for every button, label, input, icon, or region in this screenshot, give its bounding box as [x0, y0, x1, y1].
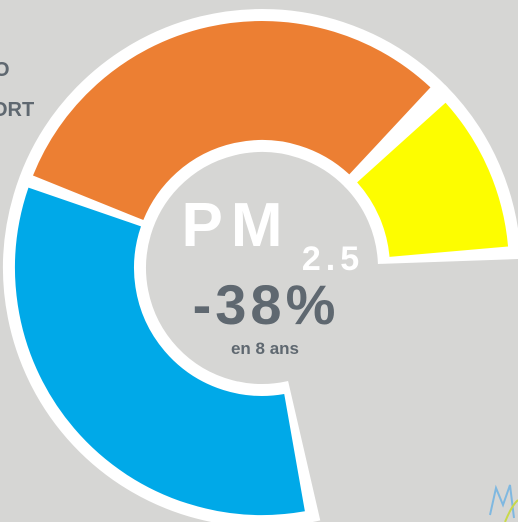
- segment-yellow: [356, 102, 509, 259]
- segment-orange: [33, 21, 431, 222]
- side-label: O: [0, 59, 10, 81]
- pollutant: PM: [182, 191, 291, 260]
- logo-stroke: [504, 499, 518, 522]
- change: -38%: [193, 273, 340, 336]
- logo: [489, 484, 518, 522]
- ring: [3, 9, 518, 522]
- subscript: 2.5: [302, 240, 364, 278]
- logo-stroke: [489, 484, 515, 519]
- segment-blue: [15, 187, 305, 515]
- period: en 8 ans: [231, 339, 299, 358]
- side-label: ORT: [0, 99, 34, 121]
